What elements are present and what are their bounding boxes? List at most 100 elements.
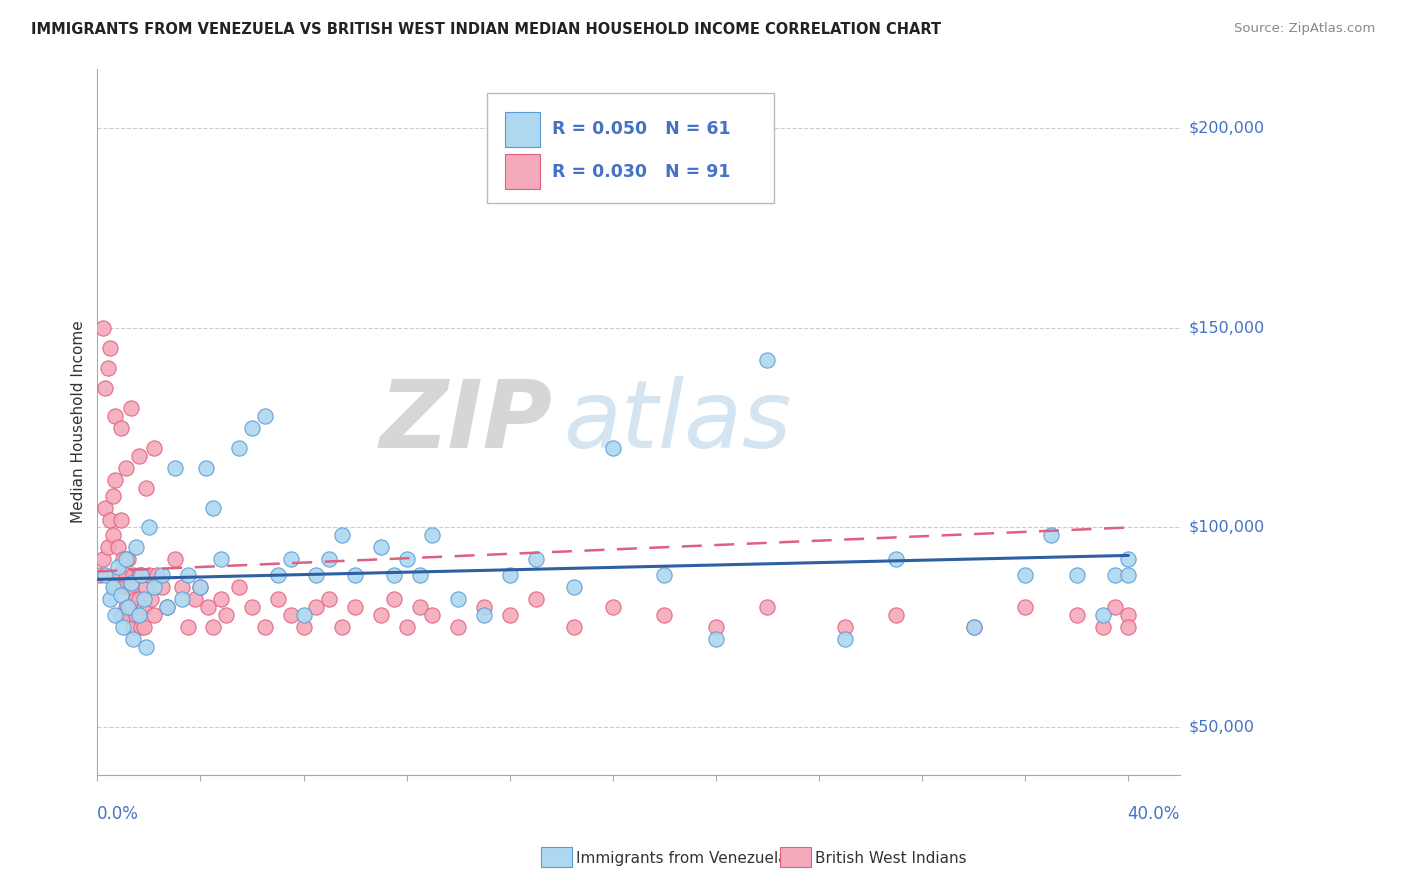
Point bbox=[1118, 568, 1140, 582]
Point bbox=[104, 580, 127, 594]
Point bbox=[292, 620, 315, 634]
Point bbox=[143, 608, 166, 623]
Point bbox=[963, 620, 986, 634]
Text: R = 0.030   N = 91: R = 0.030 N = 91 bbox=[553, 162, 731, 181]
Point bbox=[98, 341, 121, 355]
Point bbox=[129, 568, 152, 582]
Point bbox=[654, 608, 676, 623]
Point bbox=[129, 568, 152, 582]
Point bbox=[172, 592, 194, 607]
Point bbox=[112, 552, 135, 566]
Point bbox=[156, 600, 179, 615]
Point bbox=[138, 520, 160, 534]
Point bbox=[163, 552, 186, 566]
Point bbox=[150, 580, 173, 594]
Point bbox=[172, 580, 194, 594]
Point bbox=[112, 620, 135, 634]
Point bbox=[114, 552, 136, 566]
Point bbox=[330, 620, 353, 634]
Point bbox=[101, 580, 124, 594]
Point bbox=[1040, 528, 1063, 542]
Point bbox=[104, 473, 127, 487]
Point bbox=[1066, 608, 1088, 623]
Point bbox=[128, 449, 150, 463]
Point bbox=[110, 588, 132, 602]
Point bbox=[163, 460, 186, 475]
Point bbox=[132, 620, 155, 634]
Point bbox=[602, 600, 624, 615]
Point bbox=[112, 580, 135, 594]
Point bbox=[176, 620, 198, 634]
Point bbox=[190, 580, 212, 594]
Point bbox=[524, 552, 547, 566]
Text: IMMIGRANTS FROM VENEZUELA VS BRITISH WEST INDIAN MEDIAN HOUSEHOLD INCOME CORRELA: IMMIGRANTS FROM VENEZUELA VS BRITISH WES… bbox=[31, 22, 941, 37]
Point bbox=[370, 541, 392, 555]
Point bbox=[562, 580, 585, 594]
Point bbox=[117, 552, 139, 566]
Point bbox=[834, 632, 856, 647]
Point bbox=[128, 592, 150, 607]
Point bbox=[305, 600, 328, 615]
Point bbox=[524, 592, 547, 607]
Point bbox=[472, 600, 495, 615]
Text: $100,000: $100,000 bbox=[1188, 520, 1264, 535]
Point bbox=[1091, 620, 1114, 634]
Point bbox=[156, 600, 179, 615]
Point bbox=[228, 580, 250, 594]
Point bbox=[114, 568, 136, 582]
Point bbox=[1118, 620, 1140, 634]
Point bbox=[97, 360, 120, 375]
Point bbox=[1066, 568, 1088, 582]
Point bbox=[101, 489, 124, 503]
Text: $50,000: $50,000 bbox=[1188, 720, 1254, 734]
Point bbox=[209, 592, 232, 607]
Point bbox=[94, 381, 117, 395]
Point bbox=[114, 600, 136, 615]
Point bbox=[141, 592, 163, 607]
Point bbox=[97, 541, 120, 555]
Text: British West Indians: British West Indians bbox=[815, 851, 967, 865]
Point bbox=[190, 580, 212, 594]
Point bbox=[129, 620, 152, 634]
Point bbox=[122, 632, 145, 647]
Point bbox=[408, 600, 430, 615]
Point bbox=[318, 592, 340, 607]
Text: ZIP: ZIP bbox=[380, 376, 553, 467]
Point bbox=[107, 560, 129, 574]
Point bbox=[1118, 608, 1140, 623]
Point bbox=[1104, 568, 1126, 582]
Point bbox=[94, 568, 117, 582]
Point bbox=[138, 568, 160, 582]
Point bbox=[382, 592, 405, 607]
Point bbox=[117, 600, 139, 615]
Point bbox=[756, 600, 779, 615]
Point bbox=[602, 441, 624, 455]
Point bbox=[1104, 600, 1126, 615]
Point bbox=[704, 620, 727, 634]
Point bbox=[280, 552, 302, 566]
Point bbox=[447, 620, 470, 634]
Point bbox=[292, 608, 315, 623]
Point bbox=[240, 420, 263, 434]
Text: atlas: atlas bbox=[562, 376, 792, 467]
Point bbox=[107, 568, 129, 582]
Point bbox=[125, 541, 148, 555]
Point bbox=[344, 600, 367, 615]
Bar bbox=[506, 154, 540, 189]
Point bbox=[125, 608, 148, 623]
Point bbox=[120, 576, 142, 591]
Point bbox=[128, 608, 150, 623]
Point bbox=[228, 441, 250, 455]
Point bbox=[101, 528, 124, 542]
Point bbox=[280, 608, 302, 623]
Point bbox=[125, 592, 148, 607]
Point bbox=[253, 620, 276, 634]
Point bbox=[122, 620, 145, 634]
Point bbox=[104, 608, 127, 623]
Point bbox=[117, 608, 139, 623]
Point bbox=[499, 568, 522, 582]
Point bbox=[395, 620, 418, 634]
Point bbox=[176, 568, 198, 582]
Point bbox=[1091, 608, 1114, 623]
Point bbox=[150, 568, 173, 582]
